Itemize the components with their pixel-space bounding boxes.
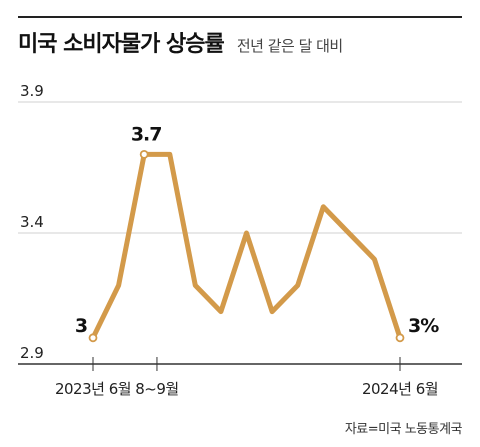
line-layer — [90, 151, 403, 341]
point-marker — [88, 333, 98, 343]
chart-subtitle: 전년 같은 달 대비 — [236, 37, 343, 55]
x-tick-label: 2024년 6월 — [362, 380, 438, 398]
source-note: 자료=미국 노동통계국 — [344, 422, 463, 437]
x-tick-label: 8~9월 — [135, 380, 178, 398]
axis-layer — [18, 357, 462, 371]
y-tick-label: 2.9 — [20, 344, 44, 362]
y-tick-label: 3.4 — [20, 213, 44, 231]
chart-title: 미국 소비자물가 상승률 — [18, 32, 225, 57]
y-tick-label: 3.9 — [20, 82, 44, 100]
top-rule — [18, 16, 462, 18]
data-label: 3.7 — [131, 123, 162, 145]
point-marker — [139, 149, 149, 159]
label-layer: 3.9 3.4 2.9 2023년 6월 8~9월 2024년 6월 3 3.7 3% — [20, 82, 440, 398]
data-label: 3 — [75, 315, 87, 337]
x-tick-label: 2023년 6월 — [55, 380, 131, 398]
point-marker — [395, 333, 405, 343]
grid-layer — [18, 101, 462, 234]
series-line — [90, 151, 403, 341]
data-label: 3% — [408, 315, 439, 337]
title-row: 미국 소비자물가 상승률 전년 같은 달 대비 — [18, 26, 343, 58]
